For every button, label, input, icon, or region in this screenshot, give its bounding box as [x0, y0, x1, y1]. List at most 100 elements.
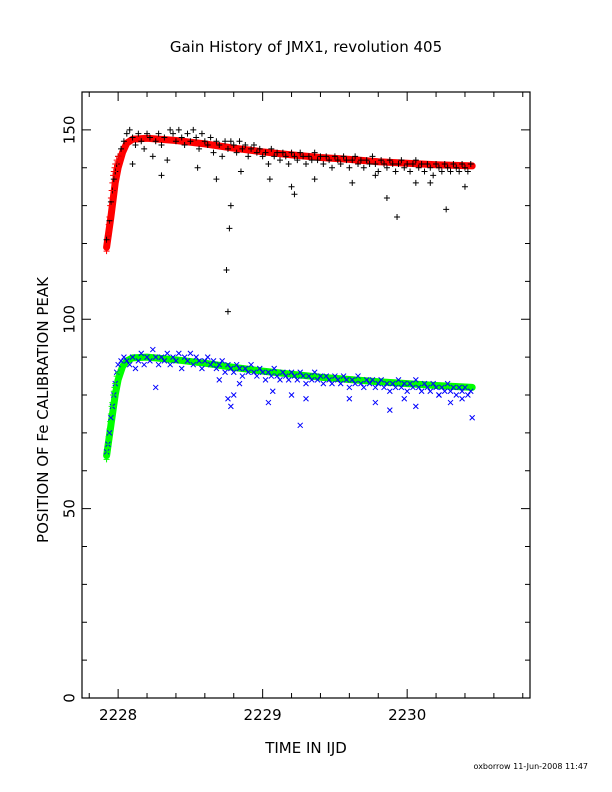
data-point [108, 414, 114, 421]
data-point [175, 126, 182, 133]
data-point [110, 168, 117, 175]
data-point [326, 376, 332, 383]
data-point [340, 373, 347, 379]
data-point [323, 373, 330, 379]
data-point [317, 153, 324, 160]
data-point [366, 380, 373, 387]
data-point [109, 399, 116, 406]
data-point [138, 138, 145, 145]
data-point [227, 138, 234, 145]
data-point [152, 384, 159, 391]
data-point [227, 202, 234, 209]
data-point [326, 157, 333, 164]
data-point [265, 160, 272, 167]
data-point [190, 126, 197, 133]
data-point [193, 354, 200, 360]
data-point [375, 168, 382, 175]
data-point [254, 373, 260, 379]
data-point [138, 350, 145, 357]
data-point [435, 164, 442, 171]
data-point [104, 448, 111, 455]
data-point [363, 376, 370, 383]
data-point [242, 365, 249, 372]
data-point [340, 153, 347, 160]
x-tick-label: 2230 [388, 706, 426, 724]
data-point [329, 380, 335, 387]
data-point [262, 376, 269, 383]
data-point [226, 225, 233, 232]
data-point [294, 376, 301, 383]
data-point [412, 179, 419, 186]
data-point [459, 388, 465, 395]
data-point [256, 145, 263, 152]
data-point [279, 149, 286, 156]
data-point [239, 145, 246, 152]
data-point [323, 153, 330, 160]
data-point [103, 248, 110, 255]
data-point [398, 384, 405, 391]
data-point [227, 365, 234, 372]
data-point [447, 168, 454, 175]
series-1 [103, 126, 474, 315]
data-point [115, 153, 122, 160]
data-point [427, 164, 434, 171]
data-point [132, 142, 139, 149]
data-point [331, 153, 338, 160]
data-point [141, 361, 147, 368]
data-point [213, 176, 220, 183]
data-point [360, 164, 367, 171]
data-point [225, 395, 231, 402]
data-point [311, 149, 318, 156]
data-point [332, 373, 338, 379]
data-point [456, 168, 463, 175]
data-point [113, 373, 120, 380]
data-point [384, 380, 390, 387]
footer-credit: oxborrow 11-Jun-2008 11:47 [474, 762, 588, 771]
data-point [158, 172, 165, 179]
data-point [303, 395, 309, 402]
data-point [172, 138, 179, 145]
data-point [436, 392, 442, 398]
data-point [194, 164, 201, 171]
data-point [372, 384, 379, 391]
data-point [363, 157, 370, 164]
y-tick-label: 0 [61, 693, 79, 703]
data-point [274, 149, 281, 156]
data-point [245, 153, 252, 160]
data-point [412, 376, 419, 383]
data-point [381, 160, 388, 167]
data-point [155, 130, 162, 137]
data-point [282, 373, 289, 379]
data-point [427, 179, 434, 186]
data-point [401, 395, 408, 402]
data-point [394, 213, 401, 220]
data-point [334, 376, 341, 383]
data-point [248, 361, 254, 368]
data-point [236, 138, 243, 145]
data-point [343, 376, 350, 383]
data-point [105, 221, 112, 228]
data-point [277, 376, 283, 383]
data-point [123, 130, 130, 137]
data-point [404, 160, 411, 167]
data-point [308, 376, 315, 383]
data-point [237, 168, 244, 175]
data-point [407, 168, 414, 175]
data-point [274, 373, 280, 379]
data-point [147, 358, 153, 364]
data-point [288, 149, 295, 156]
data-point [222, 138, 229, 145]
data-point [407, 380, 413, 387]
data-point [311, 369, 318, 376]
data-point [369, 376, 376, 383]
data-point [213, 365, 220, 372]
data-point [161, 134, 168, 141]
data-point [447, 399, 454, 406]
data-point [111, 164, 118, 171]
data-point [184, 130, 191, 137]
data-point [415, 384, 422, 391]
data-point [459, 395, 465, 402]
x-tick-label: 2229 [244, 706, 282, 724]
data-point [392, 384, 399, 391]
